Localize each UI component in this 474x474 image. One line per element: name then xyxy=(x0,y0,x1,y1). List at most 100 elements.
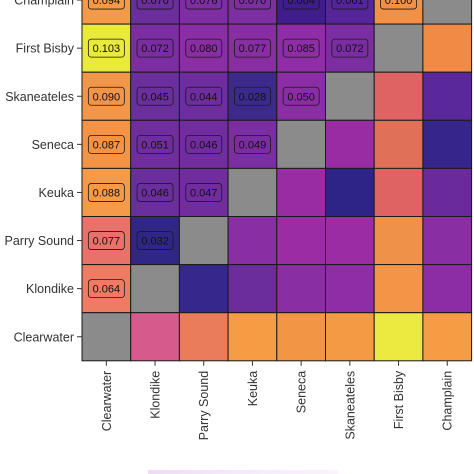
cell-label-box xyxy=(185,183,223,202)
x-tick-label: Champlain xyxy=(441,371,455,431)
cell-label-box xyxy=(136,183,174,202)
cell-value-label: 0.077 xyxy=(239,43,267,55)
heatmap-cell xyxy=(325,167,375,217)
cell-value-label: 0.047 xyxy=(190,187,218,199)
heatmap-cell xyxy=(373,71,424,121)
y-tick-label: Clearwater xyxy=(14,330,74,344)
heatmap-cell xyxy=(422,71,473,121)
heatmap-cell xyxy=(422,312,473,362)
heatmap-cell xyxy=(422,119,473,169)
heatmap-cell xyxy=(373,23,424,73)
cell-label-box xyxy=(136,0,174,10)
cell-value-label: 0.064 xyxy=(93,284,121,296)
cell-label-box xyxy=(87,134,125,154)
cell-label-box xyxy=(234,0,271,10)
heatmap-cell xyxy=(227,264,278,314)
cell-label-box xyxy=(282,38,320,58)
cell-value-label: 0.100 xyxy=(385,0,413,7)
cell-value-label: 0.077 xyxy=(93,236,121,248)
cell-value-label: 0.028 xyxy=(239,91,267,103)
heatmap-cell xyxy=(130,312,180,362)
x-tick-label: Keuka xyxy=(246,371,260,406)
heatmap-cell xyxy=(178,312,229,362)
heatmap-cell xyxy=(325,216,375,266)
heatmap-cell xyxy=(373,312,424,362)
cell-value-label: 0.103 xyxy=(93,43,121,55)
cell-label-box xyxy=(185,134,223,154)
cell-value-label: 0.046 xyxy=(141,187,169,199)
heatmap-cell xyxy=(325,71,375,121)
x-axis: Clearwater Klondike Parry Sound Keuka Seneca… xyxy=(100,360,455,441)
heatmap-cell xyxy=(422,0,473,25)
heatmap-cell xyxy=(422,23,473,73)
cell-value-label: 0.085 xyxy=(287,43,315,55)
heatmap-cell xyxy=(81,312,132,362)
y-tick-label: Keuka xyxy=(39,186,74,200)
cell-label-box xyxy=(331,38,369,58)
cell-value-label: 0.061 xyxy=(336,0,364,7)
cell-value-label: 0.070 xyxy=(239,0,267,7)
heatmap-cell xyxy=(325,312,375,362)
heatmap-cell xyxy=(130,264,180,314)
y-tick-label: Parry Sound xyxy=(5,234,75,248)
y-tick-label: Skaneateles xyxy=(5,90,74,104)
x-tick-label: Seneca xyxy=(295,371,309,413)
cell-label-box xyxy=(136,38,174,58)
cell-value-label: 0.044 xyxy=(190,91,218,103)
x-tick-label: Parry Sound xyxy=(197,371,211,441)
heatmap-cell xyxy=(325,264,375,314)
cell-label-box xyxy=(185,86,223,106)
cell-label-box xyxy=(282,0,320,10)
cell-value-label: 0.088 xyxy=(93,187,121,199)
cell-value-label: 0.087 xyxy=(93,139,121,151)
cell-value-label: 0.072 xyxy=(336,43,364,55)
x-tick-label: First Bisby xyxy=(392,370,406,429)
cell-label-box xyxy=(234,134,271,154)
cell-label-box xyxy=(234,86,271,106)
heatmap-cell xyxy=(227,312,278,362)
cell-label-box xyxy=(136,231,174,250)
heatmap-cell xyxy=(276,119,326,169)
heatmap-cell xyxy=(227,216,278,266)
heatmap-cell xyxy=(373,216,424,266)
cell-value-label: 0.050 xyxy=(287,91,315,103)
cell-label-box xyxy=(185,0,223,10)
y-axis: Champlain First Bisby Skaneateles Seneca Keu… xyxy=(5,0,82,344)
heatmap-cell xyxy=(276,264,326,314)
cell-value-label: 0.049 xyxy=(239,139,267,151)
cell-label-box xyxy=(87,86,125,106)
x-tick-label: Skaneateles xyxy=(343,371,357,440)
cell-value-label: 0.051 xyxy=(141,139,169,151)
cell-label-box xyxy=(185,38,223,58)
heatmap-cell xyxy=(325,119,375,169)
cell-label-box xyxy=(136,134,174,154)
cell-value-label: 0.046 xyxy=(190,139,218,151)
y-tick-label: First Bisby xyxy=(16,42,75,56)
cell-label-box xyxy=(380,0,417,10)
cell-value-label: 0.064 xyxy=(287,0,315,7)
cell-label-box xyxy=(87,0,125,10)
y-tick-label: Klondike xyxy=(26,282,74,296)
cell-label-box xyxy=(136,86,174,106)
cell-value-label: 0.080 xyxy=(190,43,218,55)
cell-value-label: 0.076 xyxy=(190,0,218,7)
cell-value-label: 0.090 xyxy=(93,91,121,103)
heatmap-cell xyxy=(178,216,229,266)
heatmap-cell xyxy=(276,216,326,266)
heatmap-cell xyxy=(227,167,278,217)
heatmap-cell xyxy=(178,264,229,314)
heatmap-cell xyxy=(373,264,424,314)
heatmap-cell xyxy=(422,264,473,314)
y-tick-label: Seneca xyxy=(32,138,74,152)
x-tick-label: Clearwater xyxy=(100,371,114,431)
heatmap-cell xyxy=(276,167,326,217)
color-legend-bar xyxy=(148,470,338,474)
heatmap-cell xyxy=(373,167,424,217)
heatmap-cells xyxy=(81,0,473,362)
cell-label-box xyxy=(87,38,125,58)
y-tick-label: Champlain xyxy=(14,0,74,8)
cell-value-label: 0.032 xyxy=(141,236,169,248)
cell-label-box xyxy=(87,231,125,250)
heatmap-cell-labels: 0.094 0.070 0.076 0.070 0.064 0.061 0.100 0.103… xyxy=(87,0,417,299)
